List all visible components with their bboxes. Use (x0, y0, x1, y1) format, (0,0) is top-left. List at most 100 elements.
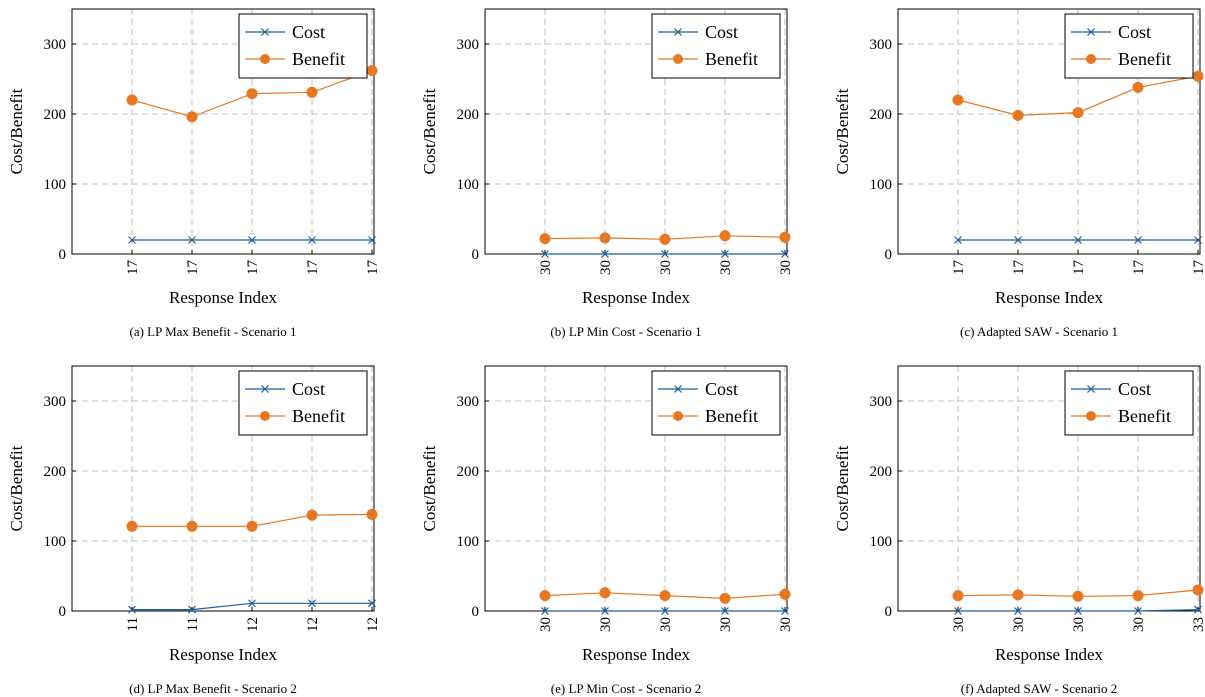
benefit-point (719, 230, 731, 242)
legend: Cost Benefit (1064, 370, 1194, 436)
legend-item-cost: Cost (1071, 379, 1151, 399)
legend-box (238, 370, 368, 436)
cost-point (128, 605, 136, 614)
legend-label: Cost (292, 379, 325, 399)
cost-point (1194, 236, 1202, 244)
chart-caption: (f) Adapted SAW - Scenario 2 (961, 681, 1117, 696)
cost-point (368, 236, 376, 244)
legend-label: Cost (705, 22, 738, 42)
x-axis-label: Response Index (169, 288, 278, 307)
y-tick-label: 100 (44, 534, 67, 550)
legend-label: Cost (705, 379, 738, 399)
y-axis-label: Cost/Benefit (833, 88, 852, 174)
benefit-point (659, 590, 671, 602)
legend-item-cost: Cost (1071, 22, 1151, 42)
chart-caption: (d) LP Max Benefit - Scenario 2 (129, 681, 297, 696)
legend-marker-circle (260, 54, 270, 64)
cost-point (1074, 607, 1082, 615)
y-tick-label: 100 (457, 534, 480, 550)
benefit-point (599, 232, 611, 244)
y-tick-label: 100 (870, 534, 893, 550)
cost-point (721, 607, 729, 615)
legend-marker-x (674, 385, 682, 393)
y-tick-label: 300 (870, 394, 893, 410)
benefit-point (659, 233, 671, 245)
cost-point (954, 607, 962, 615)
y-tick-label: 200 (44, 464, 67, 480)
benefit-point (306, 509, 318, 521)
benefit-point (126, 94, 138, 106)
x-tick-label: 33 (1191, 617, 1205, 632)
benefit-point (719, 592, 731, 604)
cost-point (601, 250, 609, 258)
legend-item-benefit: Benefit (1071, 406, 1171, 426)
benefit-point (952, 590, 964, 602)
legend-marker-x (261, 28, 269, 36)
legend-item-benefit: Benefit (245, 49, 345, 69)
legend-item-benefit: Benefit (658, 49, 758, 69)
y-axis-label: Cost/Benefit (833, 445, 852, 531)
x-tick-label: 12 (245, 617, 261, 632)
x-tick-label: 17 (1191, 260, 1205, 276)
x-axis-label: Response Index (169, 645, 278, 664)
x-tick-label: 30 (951, 617, 967, 632)
plot-frame (897, 8, 1201, 255)
legend-marker-x (1087, 385, 1095, 393)
cost-point (541, 607, 549, 615)
cost-point (1134, 607, 1142, 615)
legend-label: Cost (1118, 379, 1151, 399)
y-tick-label: 300 (870, 37, 893, 53)
cost-point (1134, 236, 1142, 244)
y-tick-label: 0 (472, 604, 480, 620)
x-tick-label: 30 (778, 260, 794, 275)
plot-frame (71, 365, 375, 612)
legend-item-benefit: Benefit (1071, 49, 1171, 69)
legend-marker-x (1087, 28, 1095, 36)
legend-marker-circle (1086, 54, 1096, 64)
cost-point (781, 607, 789, 615)
x-tick-label: 30 (658, 617, 674, 632)
legend-box (238, 13, 368, 79)
x-tick-label: 30 (598, 617, 614, 632)
x-tick-label: 11 (125, 617, 141, 631)
y-tick-label: 100 (870, 177, 893, 193)
cost-point (601, 607, 609, 615)
legend-box (1064, 370, 1194, 436)
x-tick-label: 11 (185, 617, 201, 631)
benefit-point (952, 94, 964, 106)
chart-panel-4: 0 100 200 300 11 11 12 12 12 Response Index Cost/B… (7, 365, 381, 696)
x-tick-label: 17 (1011, 260, 1027, 276)
cost-point (954, 236, 962, 244)
y-tick-label: 0 (59, 247, 67, 263)
legend-label: Benefit (1118, 406, 1171, 426)
legend-label: Benefit (292, 406, 345, 426)
benefit-point (1192, 584, 1204, 596)
x-tick-label: 30 (658, 260, 674, 275)
benefit-point (599, 587, 611, 599)
x-tick-label: 30 (718, 617, 734, 632)
cost-point (368, 599, 376, 608)
x-tick-label: 17 (185, 260, 201, 276)
chart-panel-1: 0 100 200 300 17 17 17 17 17 Response Index Cost/B… (7, 8, 381, 339)
legend-item-cost: Cost (658, 22, 738, 42)
x-axis-label: Response Index (995, 288, 1104, 307)
benefit-point (186, 111, 198, 123)
legend-marker-x (674, 28, 682, 36)
cost-point (781, 250, 789, 258)
x-tick-label: 17 (1071, 260, 1087, 276)
benefit-point (1192, 70, 1204, 82)
benefit-point (366, 508, 378, 520)
y-tick-label: 200 (457, 464, 480, 480)
y-tick-label: 200 (870, 464, 893, 480)
legend-box (651, 13, 781, 79)
cost-point (661, 250, 669, 258)
chart-panel-5: 0 100 200 300 30 30 30 30 30 Response Index Cost/B… (420, 365, 794, 696)
x-tick-label: 30 (1131, 617, 1147, 632)
benefit-point (1012, 589, 1024, 601)
y-axis-label: Cost/Benefit (7, 88, 26, 174)
y-tick-label: 0 (885, 604, 893, 620)
x-tick-label: 30 (538, 260, 554, 275)
x-tick-label: 17 (125, 260, 141, 276)
benefit-point (1072, 107, 1084, 119)
cost-point (661, 607, 669, 615)
